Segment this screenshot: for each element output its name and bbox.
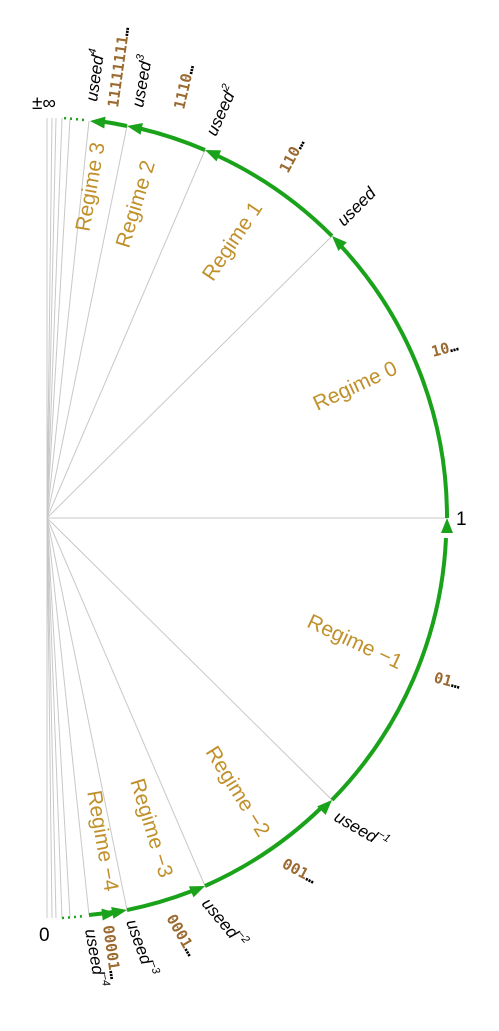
ray-useed-m1 [46, 517, 333, 801]
useed-m3-label: useed−3 [122, 916, 162, 979]
bits-0001: 0001… [163, 911, 201, 959]
arrowhead-useed-m1 [188, 886, 205, 898]
arc-dotted-top [61, 116, 85, 122]
arrowheads [90, 116, 453, 921]
useed-label: useed [333, 183, 380, 230]
ray-extra-bottom-2 [46, 517, 63, 919]
ray-useed-3 [46, 125, 128, 519]
ray-extra-top-4 [46, 117, 53, 519]
arrowhead-useed-m3 [101, 908, 117, 921]
arrowhead-useed-3 [205, 150, 222, 162]
useed-4-label: useed4 [80, 48, 108, 103]
ray-extra-top-2 [46, 117, 63, 519]
ray-useed-m2 [46, 517, 206, 887]
regime-2-label: Regime 2 [112, 158, 160, 251]
useed-2-label: useed2 [200, 82, 241, 138]
arc-regime-1 [217, 154, 334, 238]
ray-useed-4 [46, 120, 90, 519]
regime-m3-label: Regime −3 [125, 776, 177, 880]
one-label: 1 [456, 509, 467, 530]
bits-11110: 11111111… [104, 26, 133, 109]
regime-labels: Regime 3 Regime 2 Regime 1 Regime 0 Regi… [71, 141, 405, 894]
ray-useed [46, 235, 333, 519]
arc-regime-0 [338, 243, 450, 519]
regime-m2-label: Regime −2 [201, 742, 275, 841]
regime-arcs [61, 116, 450, 920]
bits-10: 10… [429, 336, 460, 360]
regime-m1-label: Regime −1 [304, 610, 406, 674]
ray-extra-bottom-1 [46, 517, 71, 918]
zero-label: 0 [39, 925, 50, 946]
arrowhead-useed [441, 518, 453, 533]
ray-useed-m3 [46, 517, 128, 911]
arrowhead-infinity [90, 116, 106, 129]
ray-lines [46, 117, 447, 919]
regime-0-label: Regime 0 [310, 357, 401, 416]
arc-regime-2 [137, 126, 206, 152]
arc-regime-m1 [330, 537, 448, 802]
arrowhead-useed-2 [332, 236, 347, 251]
arrowhead-useed-4 [127, 122, 143, 135]
useed-3-label: useed3 [126, 53, 156, 109]
useed-m2-label: useed−2 [198, 893, 252, 952]
bits-1110: 1110… [170, 63, 198, 111]
arrowhead-one [317, 800, 332, 815]
regime-3-label: Regime 3 [71, 141, 109, 234]
ray-extra-bottom-4 [46, 517, 53, 919]
arc-regime-m3 [126, 889, 193, 912]
arrowhead-useed-m2 [111, 906, 127, 919]
infinity-label: ±∞ [32, 93, 56, 114]
bit-prefix-labels: 11111111… 1110… 110… 10… 01… 001… 0001… … [99, 26, 463, 981]
arc-regime-m2 [204, 806, 323, 888]
regime-m4-label: Regime −4 [82, 789, 122, 894]
bits-110: 110… [276, 136, 309, 176]
ray-extra-bottom-3 [46, 517, 57, 919]
regime-1-label: Regime 1 [198, 198, 267, 285]
arc-dotted-bottom [61, 914, 85, 920]
bits-01: 01… [432, 668, 463, 692]
ray-useed-2 [46, 149, 206, 519]
ray-extra-top-3 [46, 117, 57, 519]
ray-useed-m4 [46, 517, 90, 916]
bits-001: 001… [279, 855, 319, 888]
useed-m1-label: useed−1 [331, 805, 392, 853]
ray-extra-top-1 [46, 118, 71, 519]
